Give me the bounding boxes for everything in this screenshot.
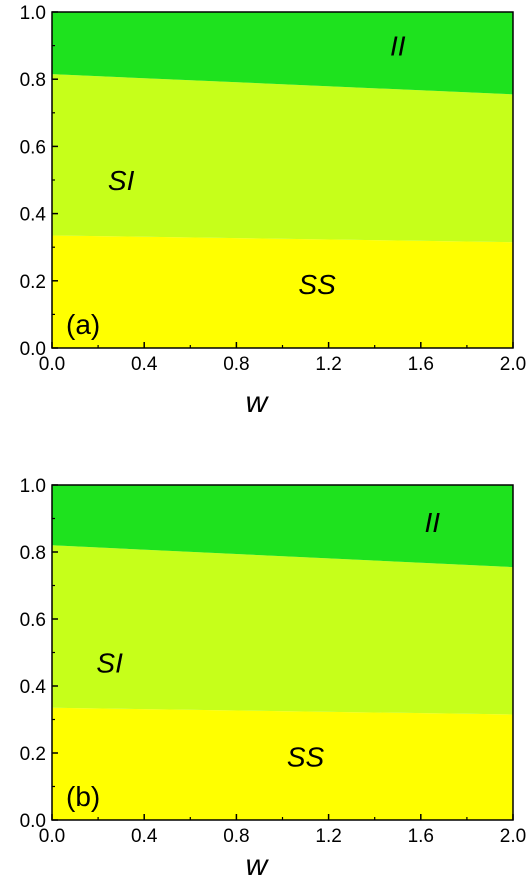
region-label-ii: II: [390, 31, 406, 62]
x-tick-label: 1.6: [408, 826, 434, 847]
region-ss-area: [52, 707, 513, 820]
y-tick-label: 0.6: [20, 610, 46, 631]
x-tick-label: 0.4: [131, 826, 158, 847]
x-tick-label: 1.2: [315, 354, 341, 375]
panel-label: (b): [66, 781, 100, 812]
y-tick-label: 0.8: [20, 70, 46, 91]
x-tick-label: 0.0: [39, 354, 65, 375]
region-si-area: [52, 545, 513, 715]
x-tick-label: 0.8: [223, 354, 249, 375]
region-ii-area: [52, 485, 513, 568]
chart-panel-b: 0.0 0.4 0.8 1.2 1.6 2.0 0.0 0.2 0.4 0.6 0.8 1.0 SS SI…: [20, 476, 527, 882]
y-tick-label: 0.4: [20, 205, 47, 226]
y-tick-label: 0.2: [20, 272, 46, 293]
region-label-ss: SS: [298, 269, 336, 300]
x-tick-label: 0.4: [131, 354, 158, 375]
y-tick-label: 0.6: [20, 137, 46, 158]
x-axis-title: w: [246, 849, 270, 882]
x-tick-label: 0.8: [223, 826, 249, 847]
x-tick-label: 2.0: [500, 826, 526, 847]
region-si-area: [52, 74, 513, 243]
x-axis-title: w: [246, 386, 270, 419]
x-tick-label: 0.0: [39, 826, 65, 847]
region-ss-area: [52, 235, 513, 348]
y-tick-label: 0.2: [20, 744, 46, 765]
region-label-ss: SS: [287, 741, 325, 772]
x-tick-label: 1.6: [408, 354, 434, 375]
y-tick-label: 0.0: [20, 339, 46, 360]
region-ii-area: [52, 12, 513, 95]
y-tick-label: 1.0: [20, 476, 46, 497]
panel-label: (a): [66, 309, 100, 340]
y-tick-label: 0.0: [20, 811, 46, 832]
y-tick-label: 0.4: [20, 677, 47, 698]
region-label-si: SI: [96, 648, 123, 679]
x-tick-label: 1.2: [315, 826, 341, 847]
x-tick-label: 2.0: [500, 354, 526, 375]
y-tick-label: 1.0: [20, 3, 46, 24]
y-tick-label: 0.8: [20, 543, 46, 564]
region-label-ii: II: [425, 507, 441, 538]
chart-panel-a: 0.0 0.4 0.8 1.2 1.6 2.0 0.0 0.2 0.4 0.6 0.8 1.0 SS SI…: [20, 3, 527, 419]
region-label-si: SI: [108, 165, 135, 196]
